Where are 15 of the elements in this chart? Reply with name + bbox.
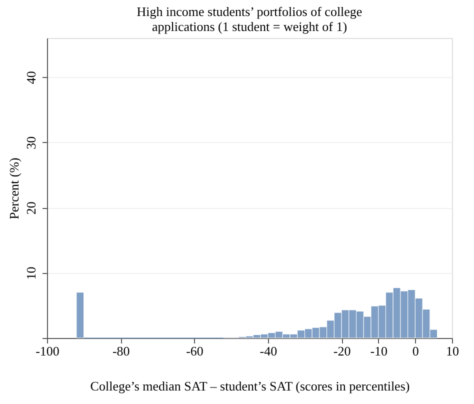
x-tick-label: -80: [112, 344, 130, 358]
x-tick-label: -20: [333, 344, 351, 358]
x-tick-label: -60: [186, 344, 204, 358]
y-axis-title: Percent (%): [6, 158, 22, 220]
x-tick-label: -10: [370, 344, 388, 358]
x-axis-title: College’s median SAT – student’s SAT (scores in percentiles): [90, 378, 410, 394]
x-tick-label: 0: [412, 344, 419, 358]
x-tick-label: 10: [446, 344, 459, 358]
chart-title: High income students’ portfolios of college applications (1 student = weight of 1): [136, 4, 362, 34]
y-tick-label: 30: [24, 136, 38, 150]
y-tick-label: 40: [24, 71, 38, 84]
y-tick-label: 10: [24, 266, 38, 280]
y-tick-label: 20: [24, 202, 38, 215]
x-tick-label: -100: [36, 344, 60, 358]
x-tick-label: -40: [260, 344, 278, 358]
